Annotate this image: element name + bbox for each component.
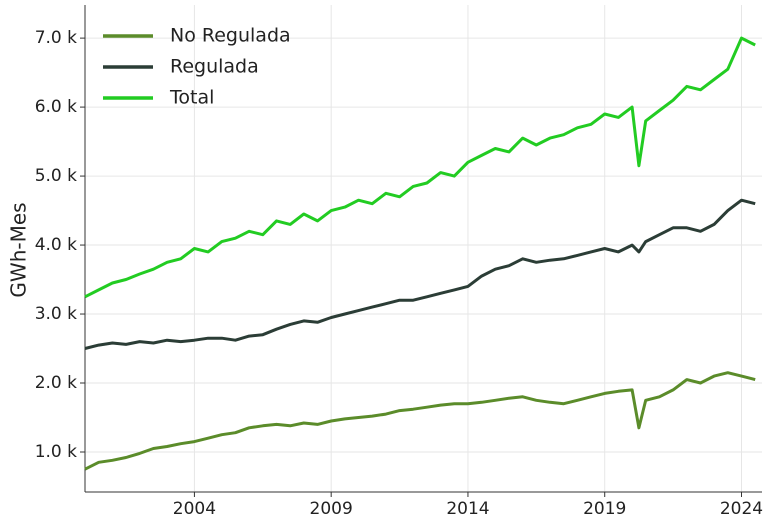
y-tick-label: 2.0 k xyxy=(35,373,77,393)
y-axis-label: GWh-Mes xyxy=(7,202,31,297)
x-tick-label: 2009 xyxy=(310,499,353,519)
y-tick-label: 4.0 k xyxy=(35,235,77,255)
y-tick-label: 7.0 k xyxy=(35,28,77,48)
x-tick-label: 2019 xyxy=(583,499,626,519)
x-tick-label: 2014 xyxy=(446,499,489,519)
y-tick-label: 3.0 k xyxy=(35,304,77,324)
x-tick-label: 2004 xyxy=(173,499,216,519)
legend-label: No Regulada xyxy=(170,25,291,47)
y-tick-label: 6.0 k xyxy=(35,97,77,117)
y-tick-label: 5.0 k xyxy=(35,166,77,186)
series-line xyxy=(84,198,756,350)
y-tick-label: 1.0 k xyxy=(35,442,77,462)
legend-label: Total xyxy=(169,87,214,109)
legend-label: Regulada xyxy=(170,56,259,78)
x-tick-label: 2024 xyxy=(720,499,763,519)
series-line xyxy=(84,36,756,299)
series-line xyxy=(84,371,756,471)
